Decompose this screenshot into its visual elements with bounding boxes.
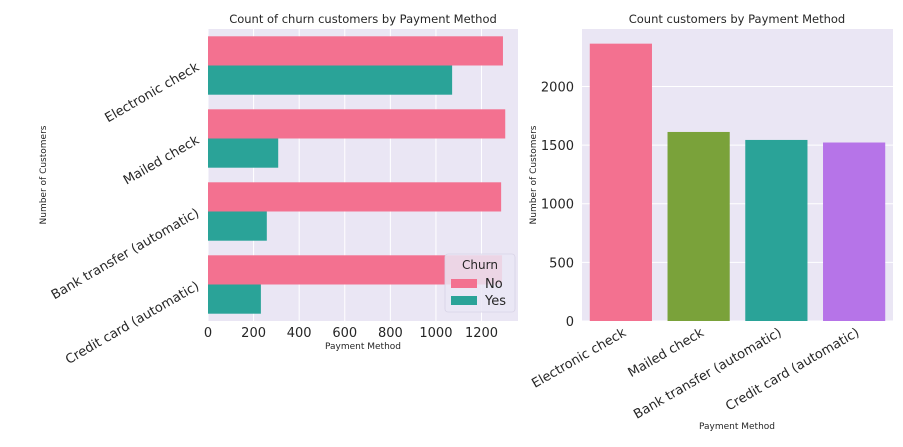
left-x-tick-label: 400 [287,326,312,341]
left-x-tick-label: 1000 [419,326,452,341]
legend: Churn No Yes [444,253,516,313]
left-y-axis-label: Number of Customers [39,125,49,224]
right-y-ticks: 0 500 1000 1500 2000 [541,80,574,330]
left-chart-title: Count of churn customers by Payment Meth… [229,12,497,26]
right-y-tick-label: 2000 [541,80,574,95]
right-bars [589,43,886,322]
bar-mailed-check-yes [208,138,279,168]
bar-electronic-check [589,43,652,322]
right-y-axis-label: Number of Customers [529,125,539,224]
bar-credit-card-automatic [823,142,886,321]
legend-swatch-yes [451,296,477,305]
left-x-axis-label: Payment Method [325,342,401,352]
left-x-tick-label: 800 [378,326,403,341]
bar-mailed-check [667,131,730,321]
left-x-tick-label: 200 [241,326,266,341]
bar-credit-card-automatic-yes [208,284,261,314]
bar-bank-transfer-automatic-yes [208,211,267,241]
right-x-axis-label: Payment Method [699,422,775,432]
bar-bank-transfer-automatic-no [208,182,502,212]
legend-swatch-no [451,279,477,288]
right-y-tick-label: 1500 [541,139,574,154]
right-y-tick-label: 1000 [541,198,574,213]
left-category-label: Electronic check [102,60,202,126]
legend-label-yes: Yes [484,294,506,309]
right-category-label: Electronic check [529,325,629,391]
left-category-label: Credit card (automatic) [63,279,202,368]
customers-by-payment-chart: 0 500 1000 1500 2000 Electronic checkMailed … [529,12,893,432]
left-x-tick-label: 0 [204,326,212,341]
legend-label-no: No [485,277,503,292]
bar-bank-transfer-automatic [745,139,808,321]
legend-title: Churn [462,258,498,272]
bar-electronic-check-yes [208,65,453,95]
right-y-tick-label: 500 [549,256,574,271]
bar-mailed-check-no [208,109,506,139]
churn-by-payment-chart: 0 200 400 600 800 1000 1200 Electronic check Ma… [39,12,518,368]
right-y-tick-label: 0 [566,315,574,330]
right-chart-title: Count customers by Payment Method [629,12,846,26]
right-category-label: Bank transfer (automatic) [631,325,784,422]
left-category-label: Mailed check [121,133,202,189]
left-x-ticks: 0 200 400 600 800 1000 1200 [204,326,498,341]
bar-electronic-check-no [208,36,503,66]
left-x-tick-label: 600 [332,326,357,341]
left-x-tick-label: 1200 [465,326,498,341]
right-category-label: Credit card (automatic) [723,325,862,414]
